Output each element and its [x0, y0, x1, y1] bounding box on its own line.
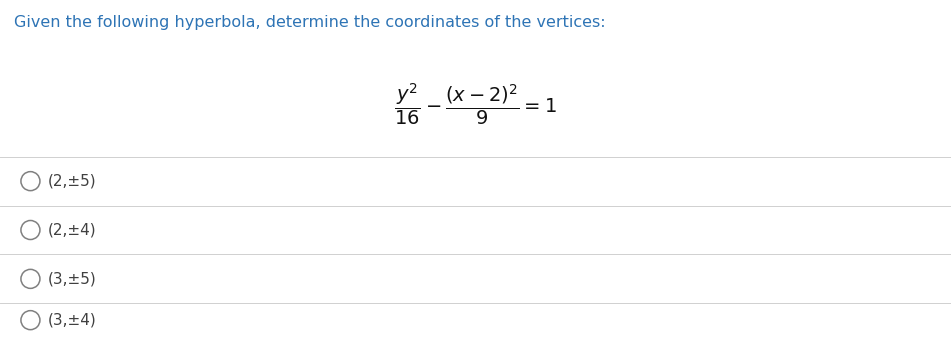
Text: (3,±5): (3,±5): [48, 271, 96, 286]
Text: (2,±4): (2,±4): [48, 222, 96, 238]
Text: $\dfrac{y^2}{16} - \dfrac{(x-2)^2}{9} = 1$: $\dfrac{y^2}{16} - \dfrac{(x-2)^2}{9} = …: [394, 81, 557, 127]
Text: (3,±4): (3,±4): [48, 313, 96, 328]
Text: Given the following hyperbola, determine the coordinates of the vertices:: Given the following hyperbola, determine…: [14, 15, 606, 30]
Text: (2,±5): (2,±5): [48, 174, 96, 189]
